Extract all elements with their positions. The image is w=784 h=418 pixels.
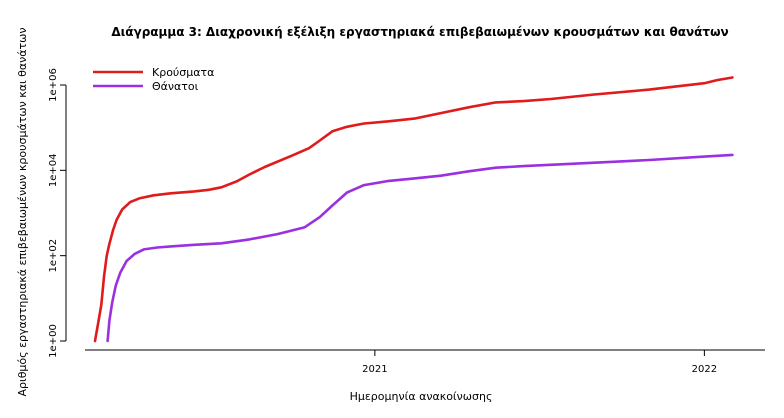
series-line-deaths <box>106 153 734 343</box>
chart-title: Διάγραμμα 3: Διαχρονική εξέλιξη εργαστηρ… <box>111 25 728 39</box>
y-tick-label: 1e+04 <box>48 154 59 188</box>
x-tick-label: 2021 <box>362 364 387 375</box>
x-axis-label: Ημερομηνία ανακοίνωσης <box>350 390 493 403</box>
series-line-cases <box>93 76 734 343</box>
y-tick-label: 1e+02 <box>48 239 59 273</box>
x-axis: 2021 2022 <box>85 349 765 375</box>
plot-area <box>93 76 734 343</box>
legend-label: Θάνατοι <box>152 80 199 93</box>
y-axis-label: Αριθμός εργαστηριακά επιβεβαιωμένων κρου… <box>16 27 29 396</box>
x-tick-label: 2022 <box>692 364 717 375</box>
y-tick-label: 1e+00 <box>48 324 59 358</box>
legend-label: Κρούσματα <box>152 66 214 79</box>
y-axis: 1e+00 1e+02 1e+04 1e+06 <box>48 68 67 358</box>
y-tick-label: 1e+06 <box>48 68 59 102</box>
